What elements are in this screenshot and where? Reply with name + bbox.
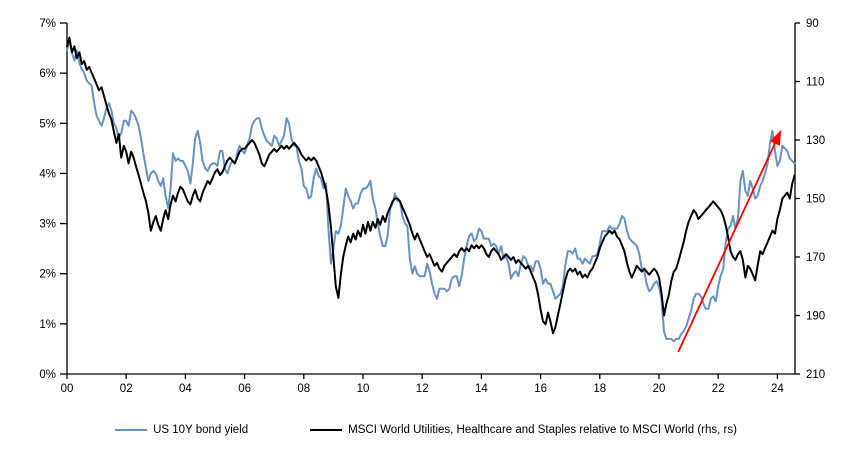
right-axis-tick-label: 150: [806, 194, 825, 206]
x-axis-tick-label: 24: [771, 383, 784, 395]
right-axis-tick-label: 130: [806, 135, 825, 147]
x-axis-tick-label: 20: [653, 383, 666, 395]
x-axis-tick-label: 00: [61, 383, 74, 395]
right-axis-tick-label: 90: [806, 18, 819, 30]
left-axis-tick-label: 6%: [39, 68, 56, 80]
left-axis-tick-label: 7%: [39, 18, 56, 30]
legend-label-us-10y: US 10Y bond yield: [153, 424, 249, 436]
legend-line-swatch-black: [310, 429, 343, 431]
left-axis-tick-label: 2%: [39, 269, 56, 281]
legend-label-msci-relative: MSCI World Utilities, Healthcare and Sta…: [348, 424, 737, 436]
x-axis-tick-label: 16: [534, 383, 547, 395]
legend-item-msci-relative: MSCI World Utilities, Healthcare and Sta…: [310, 424, 737, 436]
x-axis-tick-label: 08: [297, 383, 310, 395]
legend-line-swatch-blue: [115, 429, 148, 431]
right-axis-tick-label: 170: [806, 252, 825, 264]
left-axis-tick-label: 4%: [39, 168, 56, 180]
left-axis-tick-label: 0%: [39, 369, 56, 381]
right-axis-tick-label: 210: [806, 369, 825, 381]
legend-item-us-10y: US 10Y bond yield: [115, 424, 248, 436]
x-axis-tick-label: 14: [475, 383, 488, 395]
x-axis-tick-label: 22: [712, 383, 725, 395]
trend-arrow-head: [769, 129, 782, 146]
series-msci-relative-line: [66, 36, 796, 335]
x-axis-tick-label: 06: [238, 383, 251, 395]
right-axis-tick-label: 190: [806, 311, 825, 323]
x-axis-tick-label: 18: [593, 383, 606, 395]
x-axis-tick-label: 12: [416, 383, 429, 395]
x-axis-tick-label: 10: [357, 383, 370, 395]
trend-arrow-line: [677, 143, 776, 353]
right-axis-tick-label: 110: [806, 77, 824, 89]
left-axis-tick-label: 1%: [39, 319, 56, 331]
left-axis-tick-label: 3%: [39, 219, 56, 231]
x-axis-tick-label: 04: [179, 383, 192, 395]
series-us-10y-bond-yield-line: [66, 39, 796, 343]
legend: US 10Y bond yield MSCI World Utilities, …: [0, 424, 852, 436]
x-axis-tick-label: 02: [120, 383, 133, 395]
left-axis-tick-label: 5%: [39, 118, 56, 130]
